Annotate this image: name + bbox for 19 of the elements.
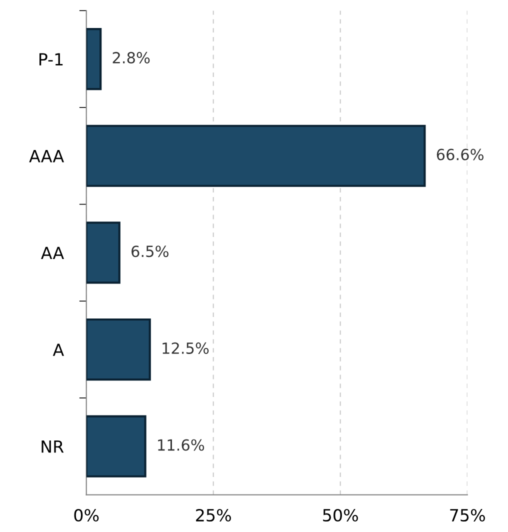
data-label: 6.5% <box>132 246 168 258</box>
data-label: 2.8% <box>112 52 150 64</box>
x-tick-label: 75% <box>450 508 485 522</box>
data-label: 66.6% <box>436 148 484 160</box>
y-tick-label: AAA <box>29 150 64 162</box>
data-label: 12.5% <box>162 342 209 354</box>
y-tick-label: AA <box>41 246 64 260</box>
bar <box>86 28 102 90</box>
y-tick-label: A <box>52 344 64 356</box>
bar <box>86 124 426 187</box>
y-tick-label: P-1 <box>39 53 63 66</box>
data-label: 11.6% <box>158 439 204 451</box>
bar <box>86 318 151 381</box>
x-tick-label: 50% <box>323 508 358 522</box>
bar <box>86 222 120 284</box>
x-tick-label: 0% <box>74 508 99 522</box>
y-tick-label: NR <box>42 440 64 453</box>
bar <box>86 415 146 478</box>
x-tick-label: 25% <box>196 508 231 522</box>
